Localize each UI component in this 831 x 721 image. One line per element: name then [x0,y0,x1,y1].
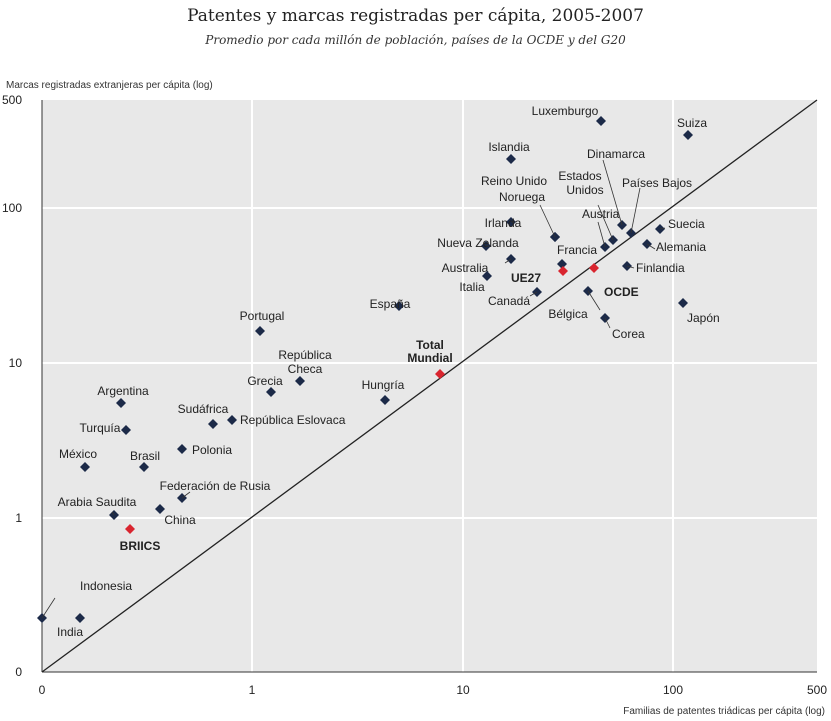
point-label: Brasil [130,449,160,463]
data-point [116,398,126,408]
point-label: Japón [687,311,720,325]
point-label: República Checa [278,348,332,376]
leader-line [630,187,641,234]
highlight-point [589,263,599,273]
point-label: India [57,625,83,639]
point-label: Suiza [677,116,707,130]
data-point [482,271,492,281]
highlight-label: UE27 [511,271,541,285]
point-label: Australia [442,261,489,275]
highlight-label: OCDE [604,285,639,299]
point-label: China [164,513,196,527]
point-label: Irlanda [485,216,522,230]
data-point [295,376,305,386]
point-label: Hungría [362,378,405,392]
highlight-point [125,524,135,534]
data-point [80,462,90,472]
chart-subtitle: Promedio por cada millón de población, p… [205,33,626,47]
leader-line [626,265,635,269]
point-label: Bélgica [548,307,588,321]
point-label: Estados Unidos [558,169,603,197]
leader-line [597,221,606,248]
highlight-label: BRIICS [120,539,161,553]
leader-line [587,290,601,311]
point-label: España [370,297,411,311]
point-label: México [59,447,97,461]
point-label: Federación de Rusia [160,479,271,493]
highlight-point [558,266,568,276]
point-label: Dinamarca [587,147,645,161]
leader-line [604,317,611,329]
data-point [266,387,276,397]
leader-line [539,204,556,238]
point-label: Indonesia [80,579,132,593]
point-label: Sudáfrica [178,402,229,416]
data-point [596,116,606,126]
x-tick-label: 1 [249,683,256,697]
x-tick-label: 10 [456,683,470,697]
point-label: Grecia [247,374,283,388]
point-label: Corea [612,327,645,341]
point-label: Finlandia [636,261,685,275]
point-label: Austria [582,207,620,221]
point-label: Polonia [192,443,232,457]
point-label: Portugal [240,309,285,323]
chart-title: Patentes y marcas registradas per cápita… [187,6,644,26]
data-point [380,395,390,405]
x-axis-label: Familias de patentes triádicas per cápit… [623,706,825,717]
reference-diagonal [41,99,818,673]
point-label: Italia [459,280,485,294]
y-tick-label: 500 [2,93,22,107]
point-label: Reino Unido [481,174,547,188]
data-point [678,298,688,308]
point-label: Islandia [488,140,530,154]
data-point [208,419,218,429]
data-point [394,301,404,311]
leader-line [646,243,656,250]
point-label: Luxemburgo [532,104,599,118]
point-label: Turquía [80,421,121,435]
point-label: Nueva Zelanda [437,236,519,250]
x-tick-label: 500 [807,683,827,697]
point-label: Canadá [488,294,530,308]
leader-line [504,258,512,264]
data-point [683,130,693,140]
data-point [75,613,85,623]
leader-line [111,511,115,516]
leader-line [597,204,614,241]
data-point [177,444,187,454]
leader-line [529,291,538,297]
point-label: Argentina [97,384,149,398]
leader-line [41,597,56,619]
data-point [557,259,567,269]
point-label: Suecia [668,217,705,231]
point-label: Noruega [499,190,545,204]
y-tick-label: 0 [15,665,22,679]
leader-line [659,227,666,230]
highlight-point [435,369,445,379]
data-point [121,425,131,435]
y-tick-label: 10 [9,356,23,370]
data-point [155,504,165,514]
leader-line [181,491,191,499]
point-label: República Eslovaca [240,413,346,427]
point-label: Alemania [656,240,706,254]
data-point [139,462,149,472]
point-label: Francia [557,243,597,257]
y-tick-label: 1 [15,511,22,525]
point-label: Arabia Saudita [58,495,137,509]
data-point [227,415,237,425]
y-tick-label: 100 [2,201,22,215]
x-tick-label: 0 [39,683,46,697]
y-axis-label: Marcas registradas extranjeras per cápit… [6,80,213,91]
data-point [506,154,516,164]
point-label: Países Bajos [622,176,692,190]
highlight-label: Total Mundial [407,338,452,365]
data-point [255,326,265,336]
x-tick-label: 100 [663,683,683,697]
leader-line [602,159,623,226]
